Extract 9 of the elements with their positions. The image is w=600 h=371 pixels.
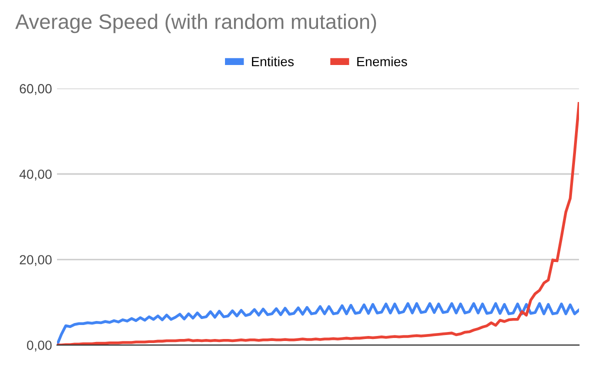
legend-label: Enemies [357,56,408,66]
line-series [57,102,579,346]
chart-title: Average Speed (with random mutation) [15,14,376,34]
y-tick-label: 60,00 [20,84,52,95]
y-tick-label: 40,00 [19,170,52,180]
legend-label: Entities [252,56,294,66]
y-tick-label: 20,00 [20,255,52,266]
line-series [57,302,579,346]
y-tick-label: 0,00 [26,340,52,352]
